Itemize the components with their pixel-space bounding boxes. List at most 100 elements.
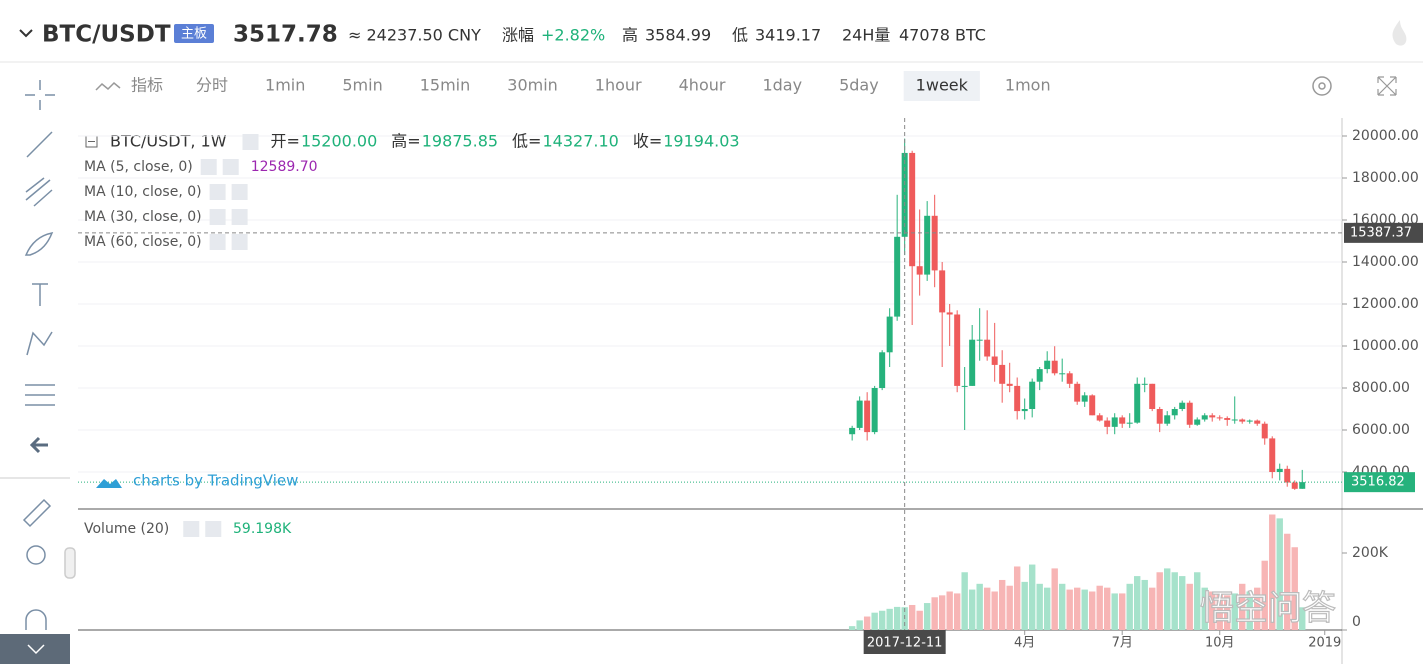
interval-button[interactable]: 1week (916, 76, 969, 95)
interval-button[interactable]: 1mon (1005, 76, 1051, 95)
cny: ≈ 24237.50 CNY (348, 26, 481, 45)
volume-tick-label: 0 (1352, 614, 1361, 630)
ohlc-value: 19875.85 (422, 132, 498, 151)
indicator-icon (95, 81, 121, 91)
volume-bar (1239, 583, 1246, 630)
back-tool[interactable] (29, 436, 48, 454)
crosshair-price: 15387.37 (1350, 225, 1412, 240)
candle-body (856, 400, 863, 428)
ohlc-label: 高= (391, 132, 420, 151)
attribution-text[interactable]: charts by TradingView (133, 472, 298, 490)
volume-bar (1119, 593, 1126, 630)
high: 3584.99 (645, 26, 711, 45)
candle-body (879, 352, 886, 389)
volume-bar (886, 608, 893, 630)
badge-bg (174, 24, 214, 43)
remove-button[interactable] (222, 159, 239, 175)
settings-button[interactable] (200, 159, 217, 175)
crosshair-price-bg (1344, 222, 1423, 243)
volume-bar (1006, 585, 1013, 630)
remove-button[interactable] (231, 184, 248, 200)
candle-body (1059, 373, 1066, 375)
candle-body (1201, 415, 1208, 420)
candle-body (1261, 423, 1268, 439)
remove-button[interactable] (205, 521, 222, 537)
crosshair-x-label-bg (863, 630, 946, 654)
fullscreen-icon[interactable] (1377, 76, 1397, 96)
settings-button[interactable] (209, 234, 226, 250)
change-label: 涨幅 (502, 26, 534, 45)
candle-body (1111, 417, 1118, 427)
volume-bar (1134, 576, 1141, 630)
interval-button[interactable]: 5min (342, 76, 382, 95)
volume-bar (938, 595, 946, 630)
candle-body (1291, 482, 1298, 489)
high-label: 高 (622, 26, 638, 45)
candle-body (1089, 395, 1096, 416)
remove-button[interactable] (231, 209, 248, 225)
settings-button[interactable] (209, 209, 226, 225)
volume-bar (1269, 514, 1276, 630)
volume-bar (1216, 593, 1223, 630)
settings-button[interactable] (183, 521, 200, 537)
candle-body (1029, 381, 1036, 410)
magnet-tool[interactable] (25, 609, 47, 630)
zoom-tool[interactable] (26, 545, 46, 565)
sidebar-bottom[interactable] (0, 634, 70, 664)
drawing-sidebar (0, 80, 76, 664)
collapse-handle[interactable] (64, 547, 76, 579)
y-tick-label: 12000.00 (1352, 296, 1419, 312)
prediction-tool[interactable] (25, 384, 55, 406)
settings-icon[interactable] (1312, 76, 1332, 96)
ohlc-label: 开= (271, 132, 300, 151)
candle-body (1126, 422, 1133, 424)
text-tool[interactable] (32, 283, 48, 306)
candle-body (1119, 417, 1126, 424)
watermark: 悟空问答 (1200, 589, 1336, 629)
indicator-button[interactable]: 指标 (131, 76, 163, 95)
volume-title: Volume (20) (84, 521, 169, 537)
volume-bar (1111, 593, 1118, 630)
interval-button[interactable]: 5day (839, 76, 879, 95)
remove-button[interactable] (231, 234, 248, 250)
brush-tool[interactable] (24, 231, 54, 256)
measure-tool[interactable] (22, 498, 52, 528)
chart-title: BTC/USDT, 1W (110, 132, 227, 151)
ohlc-label: 收= (633, 132, 662, 151)
candle-body (1179, 402, 1186, 410)
fib-tool[interactable] (25, 177, 53, 207)
interval-button[interactable]: 15min (420, 76, 471, 95)
candle-body (909, 152, 916, 267)
volume-bar (1089, 591, 1096, 630)
change: +2.82% (541, 26, 605, 45)
volume-bar (871, 612, 878, 630)
volume-bar (1201, 587, 1208, 630)
candle-body (1036, 369, 1043, 382)
candle-body (1051, 360, 1058, 374)
pattern-tool[interactable] (26, 331, 53, 356)
candle-body (924, 215, 931, 275)
interval-button[interactable]: 1hour (595, 76, 642, 95)
settings-button[interactable] (242, 134, 259, 150)
candle-body (1284, 468, 1291, 483)
crosshair-tool[interactable] (25, 80, 55, 110)
candle-body (1194, 419, 1201, 425)
volume-bar (1013, 566, 1021, 630)
interval-button[interactable]: 1day (762, 76, 802, 95)
line-tool[interactable] (26, 131, 53, 158)
volume-bar (1096, 585, 1103, 630)
low: 3419.17 (755, 26, 821, 45)
interval-button[interactable]: 1min (265, 76, 305, 95)
settings-button[interactable] (209, 184, 226, 200)
candle-body (984, 339, 991, 357)
interval-button[interactable]: 4hour (679, 76, 726, 95)
candle-body (1224, 418, 1231, 420)
logo (1392, 20, 1407, 46)
interval-button[interactable]: 分时 (196, 76, 228, 95)
interval-button[interactable]: 30min (507, 76, 558, 95)
dropdown-icon[interactable] (19, 29, 33, 38)
volume-bar (931, 597, 938, 630)
expand-icon[interactable] (27, 644, 45, 655)
volume-bar (856, 620, 863, 630)
